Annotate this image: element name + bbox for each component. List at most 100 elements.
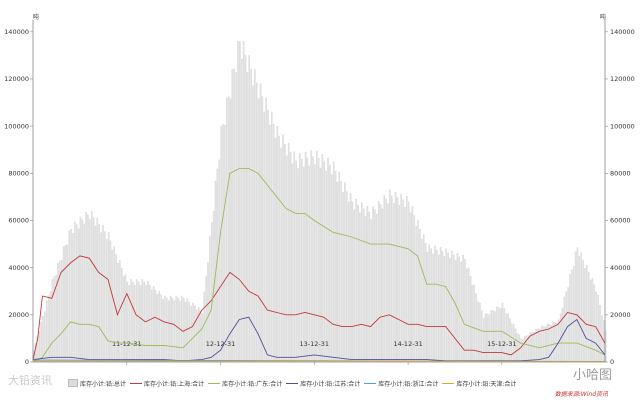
total-bar	[74, 221, 76, 363]
total-bar	[156, 294, 159, 363]
legend-item-3: 库存小计:铅:浙江:合计	[364, 378, 438, 388]
total-bar	[385, 198, 387, 363]
total-bar	[541, 325, 543, 363]
total-bar	[347, 201, 350, 363]
total-bar	[539, 328, 541, 363]
total-bar	[224, 124, 226, 363]
total-bar	[177, 297, 179, 363]
total-bar	[535, 328, 537, 363]
legend-item-2: 库存小计:铅:江苏:合计	[286, 378, 360, 388]
total-bar	[329, 165, 331, 363]
total-bar	[98, 224, 100, 363]
total-bar	[342, 191, 344, 363]
total-bar	[439, 247, 442, 363]
total-bar	[171, 297, 174, 363]
total-bar	[175, 295, 177, 363]
total-bar	[267, 110, 269, 363]
total-bar	[391, 195, 393, 363]
total-bar	[524, 335, 526, 363]
total-bar	[364, 215, 367, 363]
total-bar	[464, 258, 466, 363]
y-tick-label-left: 0	[25, 358, 29, 366]
total-bar	[173, 300, 176, 363]
total-bar	[374, 209, 376, 363]
total-bar	[151, 289, 153, 363]
total-bar	[317, 158, 320, 363]
total-bar	[147, 280, 149, 363]
total-bar	[437, 254, 440, 363]
total-bar	[102, 225, 104, 363]
total-bar	[424, 242, 427, 363]
total-bar	[89, 219, 91, 363]
total-bar	[257, 98, 260, 363]
series-line-4	[33, 360, 605, 363]
total-bar	[490, 309, 492, 363]
total-bar	[137, 281, 140, 363]
total-bar	[166, 297, 168, 363]
total-bar	[194, 306, 196, 363]
total-bar	[302, 167, 305, 363]
total-bar	[291, 163, 294, 363]
y-ticks-right: 0 20000 40000 60000 80000 100000 120000 140000	[605, 28, 635, 366]
total-bar	[479, 302, 481, 363]
total-bar	[124, 274, 127, 363]
total-bar	[280, 147, 282, 363]
total-bar	[402, 199, 404, 363]
total-bar	[496, 306, 498, 363]
y-tick-label-left: 80000	[8, 170, 29, 178]
watermark-right: 小哈图	[572, 368, 612, 383]
total-bar	[488, 314, 491, 363]
total-bar	[466, 268, 468, 363]
total-bar	[122, 276, 125, 363]
total-bar	[250, 69, 252, 363]
total-bar	[244, 55, 247, 363]
total-bar	[192, 302, 194, 363]
y-unit-label-right: 吨	[600, 14, 607, 21]
total-bar	[361, 202, 363, 363]
total-bar	[227, 96, 230, 363]
legend-swatch	[364, 382, 377, 384]
total-bar	[222, 123, 224, 363]
total-bar	[426, 252, 429, 363]
total-bar	[259, 83, 262, 363]
total-bar	[359, 212, 361, 363]
total-bar	[436, 249, 438, 363]
total-bar	[452, 254, 455, 363]
total-bar	[100, 232, 102, 363]
total-bar	[158, 290, 161, 363]
y-tick-label-right: 140000	[610, 28, 635, 36]
total-bar	[432, 253, 434, 363]
total-bar	[522, 338, 524, 363]
total-bar	[149, 284, 151, 363]
total-bar	[77, 228, 80, 363]
total-bar	[274, 138, 277, 363]
total-bar	[242, 41, 245, 363]
total-bar	[458, 256, 461, 363]
total-bar	[372, 206, 374, 363]
total-bar	[72, 233, 74, 363]
total-bar	[428, 244, 431, 363]
legend-swatch	[130, 382, 143, 384]
total-bar	[325, 171, 327, 363]
total-bar	[60, 259, 63, 363]
total-bar	[331, 174, 333, 363]
total-bar	[83, 223, 85, 363]
total-bar	[531, 332, 534, 363]
total-bar	[475, 293, 477, 363]
y-tick-label-right: 60000	[610, 217, 631, 225]
total-bar	[45, 300, 48, 363]
y-tick-label-left: 100000	[4, 122, 29, 130]
total-bar	[85, 211, 87, 363]
total-bar	[248, 55, 251, 363]
total-bar	[218, 159, 221, 363]
total-bar	[145, 285, 147, 363]
legend-swatch	[208, 382, 221, 384]
total-bar	[289, 152, 292, 363]
total-bar	[49, 291, 52, 363]
total-bar	[537, 328, 539, 363]
total-bar	[92, 217, 95, 363]
total-bar	[81, 219, 84, 363]
total-bar	[584, 267, 586, 363]
total-bar	[357, 205, 359, 363]
